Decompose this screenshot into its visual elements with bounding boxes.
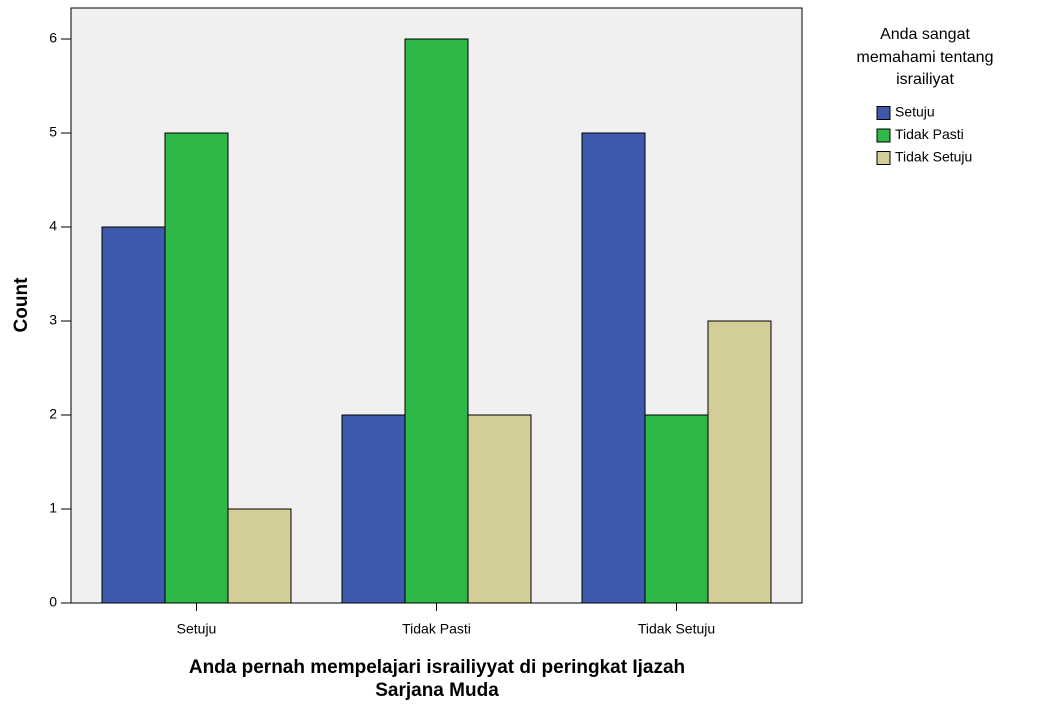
legend-title: memahami tentang bbox=[857, 49, 994, 66]
bar bbox=[644, 414, 709, 604]
y-tick-label: 1 bbox=[49, 500, 57, 516]
y-tick-label: 0 bbox=[49, 594, 57, 610]
y-tick-label: 6 bbox=[49, 30, 57, 46]
bar bbox=[101, 226, 166, 604]
legend-swatch bbox=[876, 151, 891, 165]
legend-title: israiliyat bbox=[896, 71, 954, 88]
x-axis-label: Sarjana Muda bbox=[375, 680, 499, 701]
legend-title: Anda sangat bbox=[880, 26, 970, 43]
bar bbox=[404, 38, 469, 604]
bar bbox=[581, 132, 646, 604]
legend-label: Setuju bbox=[895, 104, 935, 120]
x-tick-label: Tidak Setuju bbox=[638, 621, 715, 637]
y-tick-label: 5 bbox=[49, 124, 57, 140]
y-tick-label: 3 bbox=[49, 312, 57, 328]
bar bbox=[164, 132, 229, 604]
y-axis-label: Count bbox=[11, 277, 32, 333]
x-tick-label: Tidak Pasti bbox=[402, 621, 471, 637]
bar bbox=[707, 320, 772, 604]
legend-swatch bbox=[876, 128, 891, 143]
bar bbox=[227, 508, 292, 604]
x-tick-label: Setuju bbox=[177, 621, 217, 637]
x-axis-label: Anda pernah mempelajari israiliyyat di p… bbox=[189, 657, 685, 678]
legend-label: Tidak Setuju bbox=[895, 149, 972, 165]
legend-swatch bbox=[876, 106, 891, 120]
bar bbox=[467, 414, 532, 604]
y-tick-label: 2 bbox=[49, 406, 57, 422]
bar bbox=[341, 414, 406, 604]
y-tick-label: 4 bbox=[49, 218, 57, 234]
legend-label: Tidak Pasti bbox=[895, 126, 964, 142]
